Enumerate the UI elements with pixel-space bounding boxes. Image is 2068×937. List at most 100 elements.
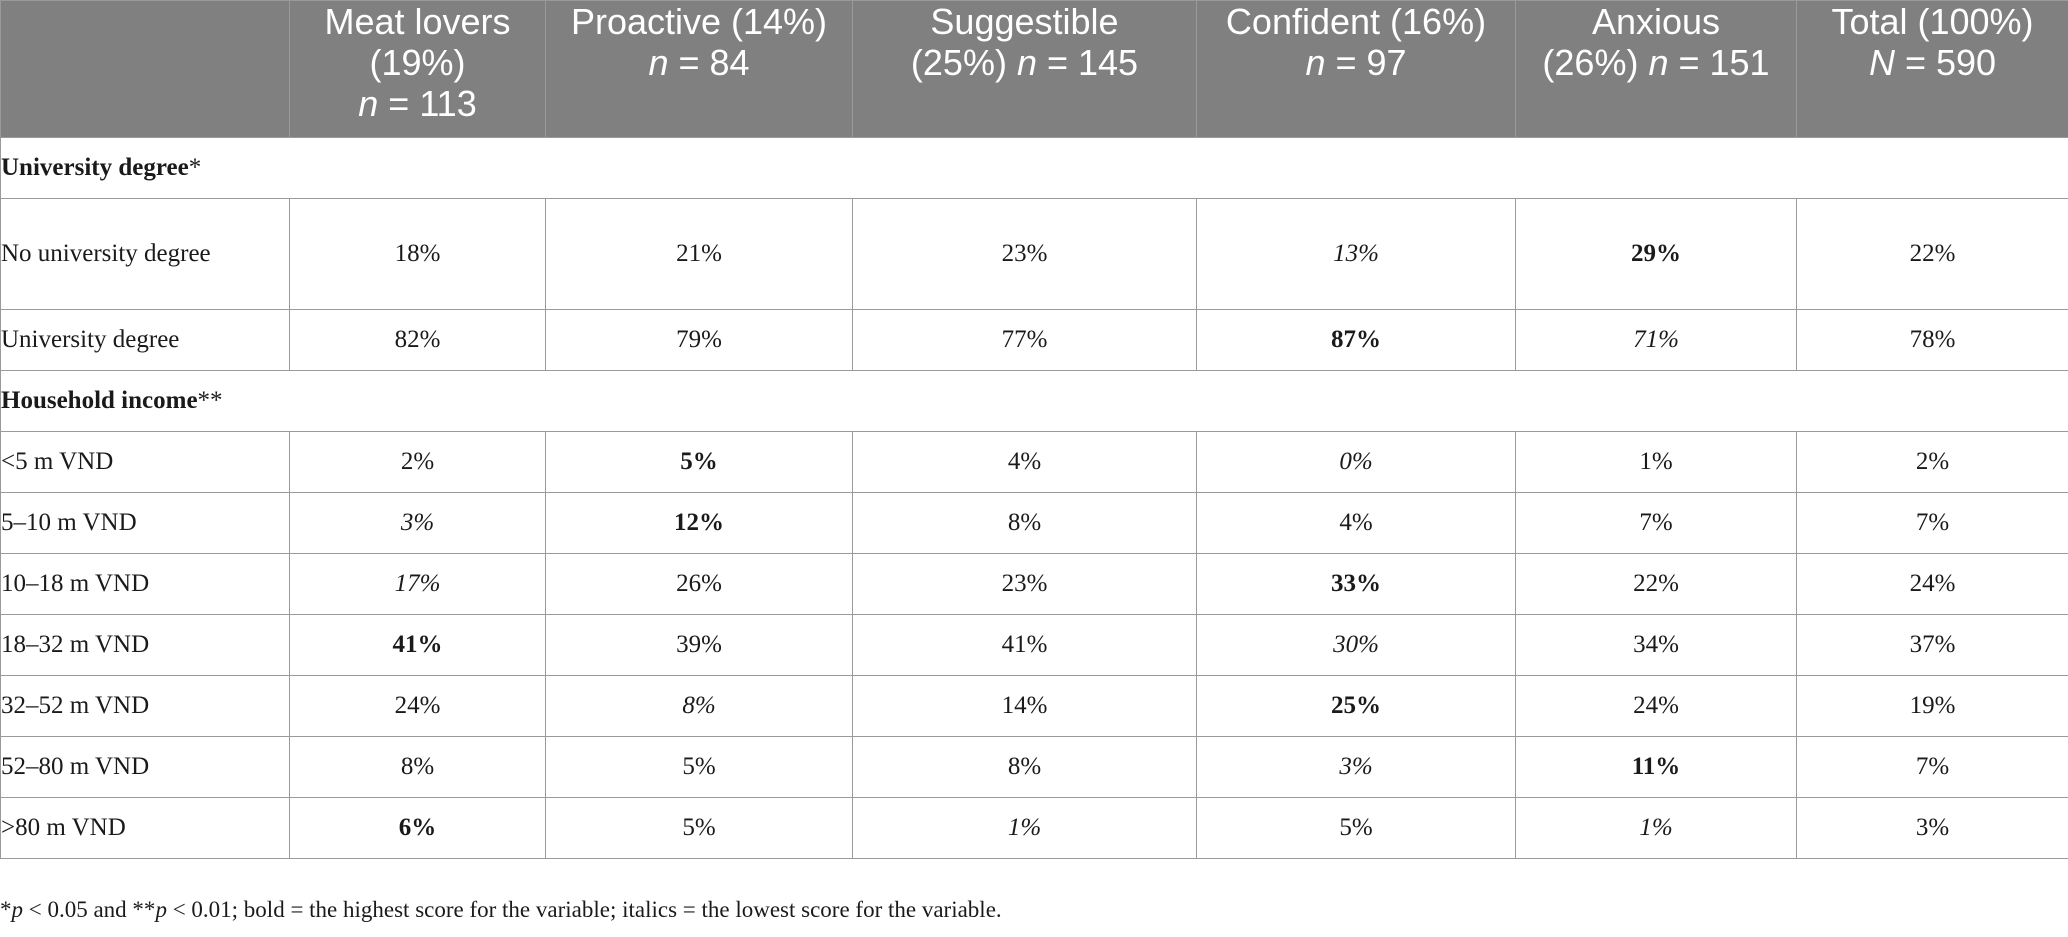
- column-header-text: Confident (16%): [1225, 1, 1487, 42]
- table-cell: 17%: [289, 553, 546, 615]
- table-cell: 41%: [289, 614, 546, 676]
- table-cell: 1%: [852, 797, 1197, 859]
- table-cell: 25%: [1196, 675, 1516, 737]
- table-cell: 1%: [1515, 431, 1797, 493]
- row-label: 10–18 m VND: [0, 553, 290, 615]
- table-footnote: *p < 0.05 and **p < 0.01; bold = the hig…: [0, 897, 1002, 923]
- sample-size-symbol: n: [1648, 42, 1669, 83]
- section-row: Household income**: [0, 370, 2068, 432]
- row-label: No university degree: [0, 198, 290, 310]
- table-cell: 21%: [545, 198, 853, 310]
- table-row: 18–32 m VND 41% 39% 41% 30% 34% 37%: [0, 614, 2068, 676]
- table-cell: 34%: [1515, 614, 1797, 676]
- table-cell: 7%: [1515, 492, 1797, 554]
- section-header: Household income**: [0, 370, 2068, 432]
- header-corner-cell: [0, 0, 290, 138]
- table-cell: 3%: [1796, 797, 2068, 859]
- significance-stars: *: [188, 154, 202, 181]
- table-cell: 5%: [545, 431, 853, 493]
- row-label: <5 m VND: [0, 431, 290, 493]
- row-label: >80 m VND: [0, 797, 290, 859]
- table-cell: 8%: [852, 492, 1197, 554]
- column-header-line: Anxious: [1516, 1, 1796, 42]
- table-cell: 19%: [1796, 675, 2068, 737]
- section-row: University degree*: [0, 137, 2068, 199]
- results-table: Meat lovers (19%) n = 113 Proactive (14%) n …: [0, 0, 2068, 859]
- table-cell: 5%: [545, 797, 853, 859]
- table-cell: 7%: [1796, 492, 2068, 554]
- column-header-line: N = 590: [1797, 42, 2068, 83]
- row-label: 32–52 m VND: [0, 675, 290, 737]
- footnote-text-2: < 0.01; bold = the highest score for the…: [166, 897, 1002, 922]
- column-header-text: Suggestible: [930, 1, 1119, 42]
- column-header-line: (25%) n = 145: [853, 42, 1196, 83]
- table-cell: 8%: [545, 675, 853, 737]
- column-header-line: Meat lovers: [290, 1, 545, 42]
- table-cell: 26%: [545, 553, 853, 615]
- table-row: 52–80 m VND 8% 5% 8% 3% 11% 7%: [0, 736, 2068, 798]
- significance-stars: **: [197, 387, 223, 414]
- column-header-line: Suggestible: [853, 1, 1196, 42]
- column-header: Anxious (26%) n = 151: [1515, 0, 1797, 138]
- sample-size-value: = 145: [1036, 42, 1139, 83]
- footnote-star: *: [0, 897, 12, 922]
- table-cell: 6%: [289, 797, 546, 859]
- table-cell: 2%: [289, 431, 546, 493]
- table-cell: 1%: [1515, 797, 1797, 859]
- table-cell: 5%: [1196, 797, 1516, 859]
- table-cell: 82%: [289, 309, 546, 371]
- table-cell: 3%: [1196, 736, 1516, 798]
- section-title: University degree: [1, 154, 189, 181]
- table-cell: 33%: [1196, 553, 1516, 615]
- sample-size-value: = 84: [668, 42, 750, 83]
- table-cell: 7%: [1796, 736, 2068, 798]
- column-header: Confident (16%) n = 97: [1196, 0, 1516, 138]
- column-header-text: Proactive (14%): [570, 1, 828, 42]
- table-cell: 23%: [852, 198, 1197, 310]
- sample-size-symbol: n: [1305, 42, 1326, 83]
- table-cell: 24%: [289, 675, 546, 737]
- column-header-text: Meat lovers: [324, 1, 511, 42]
- row-label: 5–10 m VND: [0, 492, 290, 554]
- table-cell: 4%: [1196, 492, 1516, 554]
- table-cell: 22%: [1796, 198, 2068, 310]
- table-cell: 41%: [852, 614, 1197, 676]
- table-row: <5 m VND 2% 5% 4% 0% 1% 2%: [0, 431, 2068, 493]
- column-header: Proactive (14%) n = 84: [545, 0, 853, 138]
- column-header: Meat lovers (19%) n = 113: [289, 0, 546, 138]
- footnote-p-symbol-2: p: [155, 897, 167, 922]
- table-cell: 37%: [1796, 614, 2068, 676]
- sample-size-symbol: n: [1016, 42, 1037, 83]
- table-cell: 2%: [1796, 431, 2068, 493]
- footnote-text-1: < 0.05 and **: [23, 897, 156, 922]
- column-header-text: (26%): [1542, 42, 1649, 83]
- table-cell: 8%: [852, 736, 1197, 798]
- table-cell: 24%: [1796, 553, 2068, 615]
- table-cell: 5%: [545, 736, 853, 798]
- table-row: 32–52 m VND 24% 8% 14% 25% 24% 19%: [0, 675, 2068, 737]
- column-header: Suggestible (25%) n = 145: [852, 0, 1197, 138]
- table-cell: 79%: [545, 309, 853, 371]
- table-cell: 13%: [1196, 198, 1516, 310]
- table-cell: 23%: [852, 553, 1197, 615]
- column-header-text: Anxious: [1591, 1, 1721, 42]
- sample-size-symbol: n: [358, 83, 379, 124]
- table-cell: 4%: [852, 431, 1197, 493]
- table-cell: 30%: [1196, 614, 1516, 676]
- table-cell: 87%: [1196, 309, 1516, 371]
- sample-size-value: = 151: [1668, 42, 1770, 83]
- column-header-line: Total (100%): [1797, 1, 2068, 42]
- footnote-p-symbol: p: [11, 897, 24, 922]
- sample-size-symbol: N: [1868, 42, 1895, 83]
- table-cell: 39%: [545, 614, 853, 676]
- column-header-text: Total (100%): [1831, 1, 2034, 42]
- table-body: University degree* No university degree 18…: [0, 137, 2068, 859]
- sample-size-value: = 113: [378, 83, 477, 124]
- table-cell: 71%: [1515, 309, 1797, 371]
- section-header: University degree*: [0, 137, 2068, 199]
- table-cell: 22%: [1515, 553, 1797, 615]
- header-row: Meat lovers (19%) n = 113 Proactive (14%) n …: [0, 0, 2068, 138]
- sample-size-symbol: n: [648, 42, 669, 83]
- column-header: Total (100%) N = 590: [1796, 0, 2068, 138]
- table-cell: 24%: [1515, 675, 1797, 737]
